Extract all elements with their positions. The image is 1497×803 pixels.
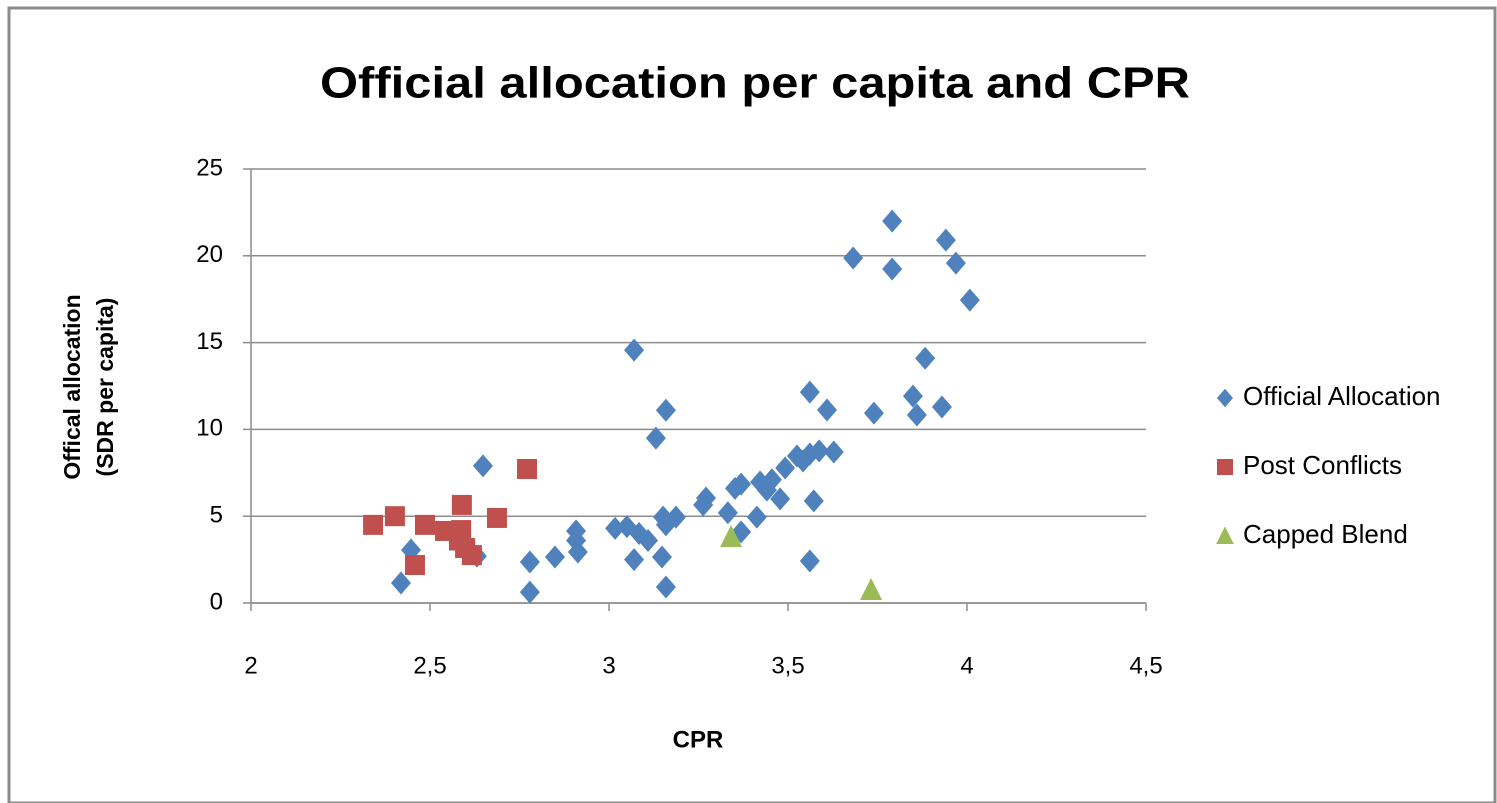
- x-axis-label: CPR: [673, 726, 724, 753]
- marker-square: [448, 530, 469, 551]
- marker-diamond: [823, 440, 844, 464]
- x-tick-label: 3,5: [771, 652, 804, 679]
- marker-diamond: [544, 545, 565, 569]
- x-tick-label: 2: [244, 652, 257, 679]
- marker-diamond: [809, 439, 830, 463]
- marker-diamond: [799, 380, 820, 404]
- x-tick-label: 4: [960, 652, 973, 679]
- marker-square: [451, 494, 472, 515]
- y-axis-label: (SDR per capita): [92, 298, 118, 477]
- marker-diamond: [566, 529, 587, 553]
- marker-diamond: [731, 472, 752, 496]
- marker-diamond: [1217, 388, 1233, 408]
- marker-diamond: [638, 529, 659, 553]
- marker-diamond: [761, 468, 782, 492]
- marker-diamond: [817, 398, 838, 422]
- marker-diamond: [624, 548, 645, 572]
- marker-diamond: [882, 209, 903, 233]
- marker-square: [414, 514, 435, 535]
- marker-diamond: [843, 246, 864, 270]
- y-axis-label: Offical allocation: [59, 294, 85, 479]
- legend-label: Capped Blend: [1243, 519, 1408, 549]
- x-tick-label: 3: [602, 652, 615, 679]
- marker-diamond: [959, 288, 980, 312]
- marker-diamond: [519, 550, 540, 574]
- marker-diamond: [655, 575, 676, 599]
- marker-square: [1217, 459, 1233, 475]
- y-tick-label: 20: [196, 241, 223, 268]
- x-tick-label: 2,5: [413, 652, 446, 679]
- marker-triangle: [860, 577, 883, 600]
- marker-diamond: [519, 580, 540, 604]
- marker-diamond: [799, 549, 820, 573]
- chart-frame: [7, 6, 1497, 803]
- marker-diamond: [902, 384, 923, 408]
- marker-square: [486, 507, 507, 528]
- marker-triangle: [720, 525, 743, 548]
- marker-diamond: [651, 545, 672, 569]
- marker-diamond: [391, 571, 412, 595]
- marker-square: [517, 458, 538, 479]
- marker-diamond: [931, 395, 952, 419]
- marker-square: [384, 506, 405, 527]
- marker-diamond: [945, 251, 966, 275]
- marker-diamond: [935, 228, 956, 252]
- y-tick-label: 10: [196, 415, 223, 442]
- marker-square: [363, 514, 384, 535]
- marker-diamond: [624, 338, 645, 362]
- x-tick-label: 4,5: [1129, 652, 1162, 679]
- marker-diamond: [882, 257, 903, 281]
- marker-triangle: [1216, 526, 1234, 544]
- marker-diamond: [605, 516, 626, 540]
- legend-label: Post Conflicts: [1243, 450, 1402, 480]
- y-tick-label: 0: [210, 588, 223, 615]
- marker-diamond: [645, 426, 666, 450]
- chart-title: Official allocation per capita and CPR: [320, 59, 1190, 108]
- marker-diamond: [472, 454, 493, 478]
- marker-diamond: [803, 489, 824, 513]
- marker-diamond: [915, 346, 936, 370]
- y-tick-label: 15: [196, 328, 223, 355]
- marker-diamond: [863, 401, 884, 425]
- y-tick-label: 25: [196, 154, 223, 181]
- y-tick-label: 5: [210, 502, 223, 529]
- legend-label: Official Allocation: [1243, 381, 1441, 411]
- marker-diamond: [770, 487, 791, 511]
- marker-diamond: [655, 398, 676, 422]
- marker-square: [404, 554, 425, 575]
- marker-diamond: [696, 486, 717, 510]
- marker-diamond: [717, 501, 738, 525]
- marker-diamond: [775, 456, 796, 480]
- marker-diamond: [746, 505, 767, 529]
- marker-diamond: [665, 505, 686, 529]
- marker-diamond: [906, 403, 927, 427]
